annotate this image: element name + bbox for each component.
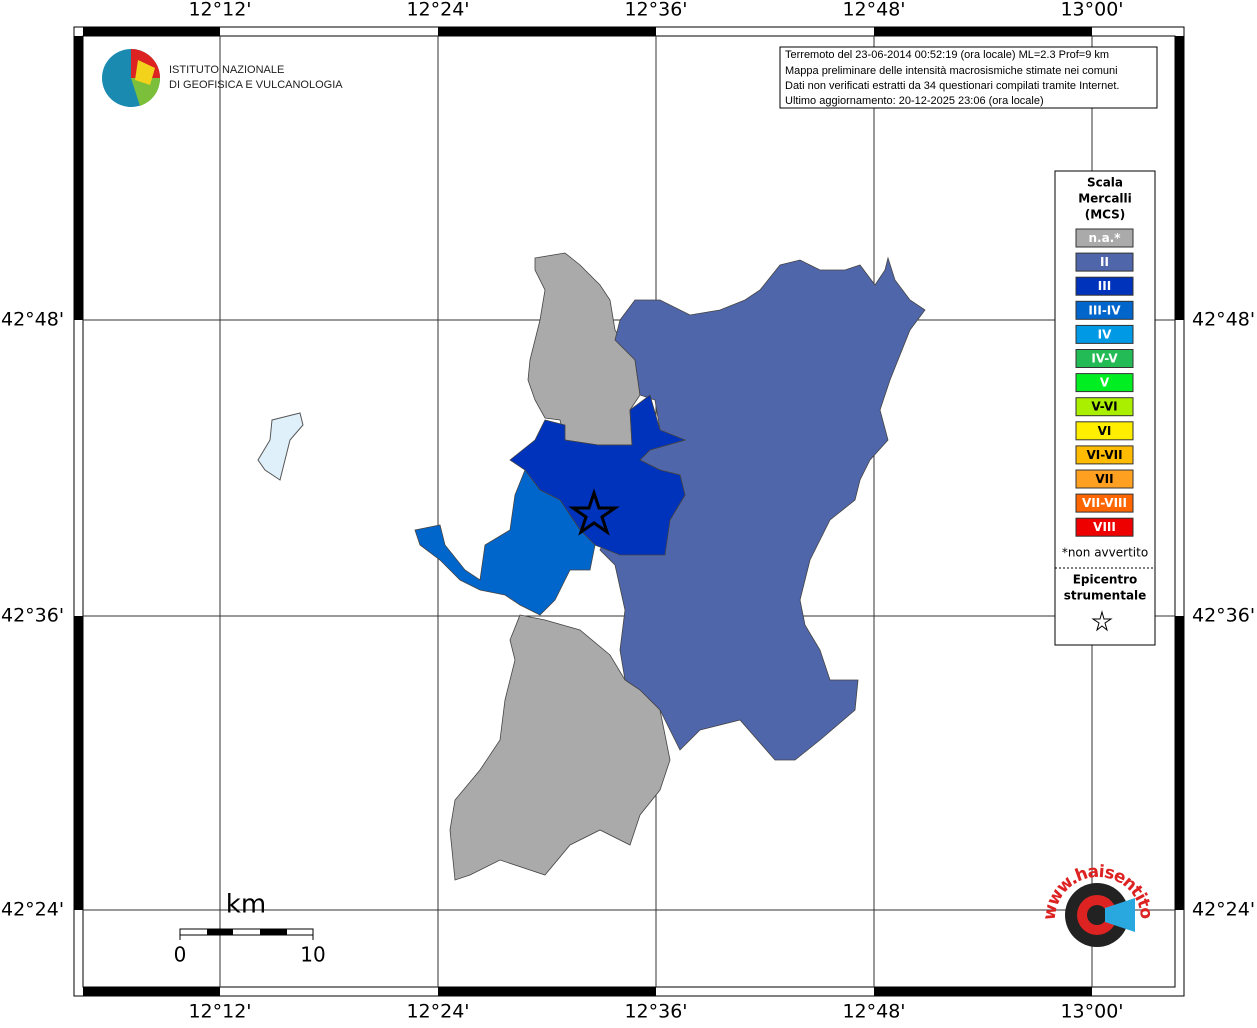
info-box [779,46,1158,109]
logo: ISTITUTO NAZIONALE DI GEOFISICA E VULCAN… [102,49,343,107]
region [414,469,596,616]
legend-swatch [1075,324,1134,344]
legend-title: (MCS) [1085,208,1126,222]
scale-segment [260,929,287,935]
legend-swatch [1075,300,1134,320]
legend-label: VI [1098,424,1112,438]
legend-title: Mercalli [1078,192,1132,206]
legend-swatch [1075,373,1134,393]
border-segment [874,27,1092,36]
lon-label: 12°36' [624,0,687,21]
lon-label: 12°24' [406,1001,469,1023]
legend-title: Scala [1087,176,1123,190]
border-segment [1175,36,1184,320]
scale-frame [179,928,314,936]
legend-epicenter: Epicentro [1073,573,1138,587]
info-line: Ultimo aggiornamento: 20-12-2025 23:06 (… [785,95,1044,107]
legend-label: II [1100,255,1109,269]
lon-label: 12°12' [188,0,251,21]
legend-label: III-IV [1088,303,1121,317]
legend-label: VI-VII [1086,448,1122,462]
scale-segment [207,929,233,935]
legend-swatch [1075,397,1134,417]
lon-label: 13°00' [1060,0,1123,21]
legend-label: VII [1095,472,1113,486]
scale-bar: km 0 10 [174,890,326,967]
legend-label: VII-VIII [1082,496,1127,510]
badge-horn [1105,898,1135,932]
frame-border [74,27,1184,996]
lon-label: 12°48' [842,1001,905,1023]
map-area [82,35,1176,988]
legend-note: *non avvertito [1062,546,1148,560]
border-segment [438,27,656,36]
legend-swatch [1075,276,1134,296]
border-segment [874,987,1092,996]
legend-label: III [1098,279,1111,293]
logo-part [131,78,161,106]
info-line: Dati non verificati estratti da 34 quest… [785,80,1119,92]
logo-part [135,60,155,85]
border-segment [74,616,83,910]
lat-label: 42°24' [1,899,64,921]
legend-label: V-VI [1091,400,1117,414]
legend-swatch [1075,252,1134,272]
lat-label: 42°48' [1,309,64,331]
logo-text: DI GEOFISICA E VULCANOLOGIA [169,79,343,91]
lon-label: 12°12' [188,1001,251,1023]
lat-label: 42°48' [1192,309,1255,331]
lon-label: 12°36' [624,1001,687,1023]
epicenter-star [568,488,620,536]
logo-text: ISTITUTO NAZIONALE [169,64,284,76]
legend-epicenter: strumentale [1064,589,1147,603]
legend-label: IV-V [1091,352,1118,366]
lake [257,412,304,481]
border-segment [1175,616,1184,910]
region [449,614,671,881]
scale-label: 0 [174,943,187,967]
legend-swatch [1075,517,1134,537]
info-line: Mappa preliminare delle intensità macros… [785,65,1118,77]
legend-swatch [1075,469,1134,489]
lat-label: 42°36' [1,605,64,627]
legend-swatch [1075,493,1134,513]
badge-ring [1087,905,1107,925]
border-segment [83,27,220,36]
legend-label: V [1100,376,1110,390]
info-line: Terremoto del 23-06-2014 00:52:19 (ora l… [785,49,1109,61]
legend-star [1091,610,1113,632]
legend-label: IV [1098,327,1112,341]
scale-label: 10 [300,943,325,967]
border-segment [438,987,656,996]
lat-label: 42°36' [1192,605,1255,627]
legend-swatch [1075,349,1134,368]
border-segment [83,987,220,996]
legend-swatch [1075,445,1134,465]
lon-label: 12°24' [406,0,469,21]
legend-swatch [1075,421,1134,441]
legend-label: n.a.* [1088,231,1121,245]
border-segment [74,36,83,320]
scale-unit: km [226,890,266,920]
legend-swatch [1075,228,1134,248]
legend-label: VIII [1093,520,1116,534]
lon-label: 13°00' [1060,1001,1123,1023]
lon-label: 12°48' [842,0,905,21]
lat-label: 42°24' [1192,899,1255,921]
